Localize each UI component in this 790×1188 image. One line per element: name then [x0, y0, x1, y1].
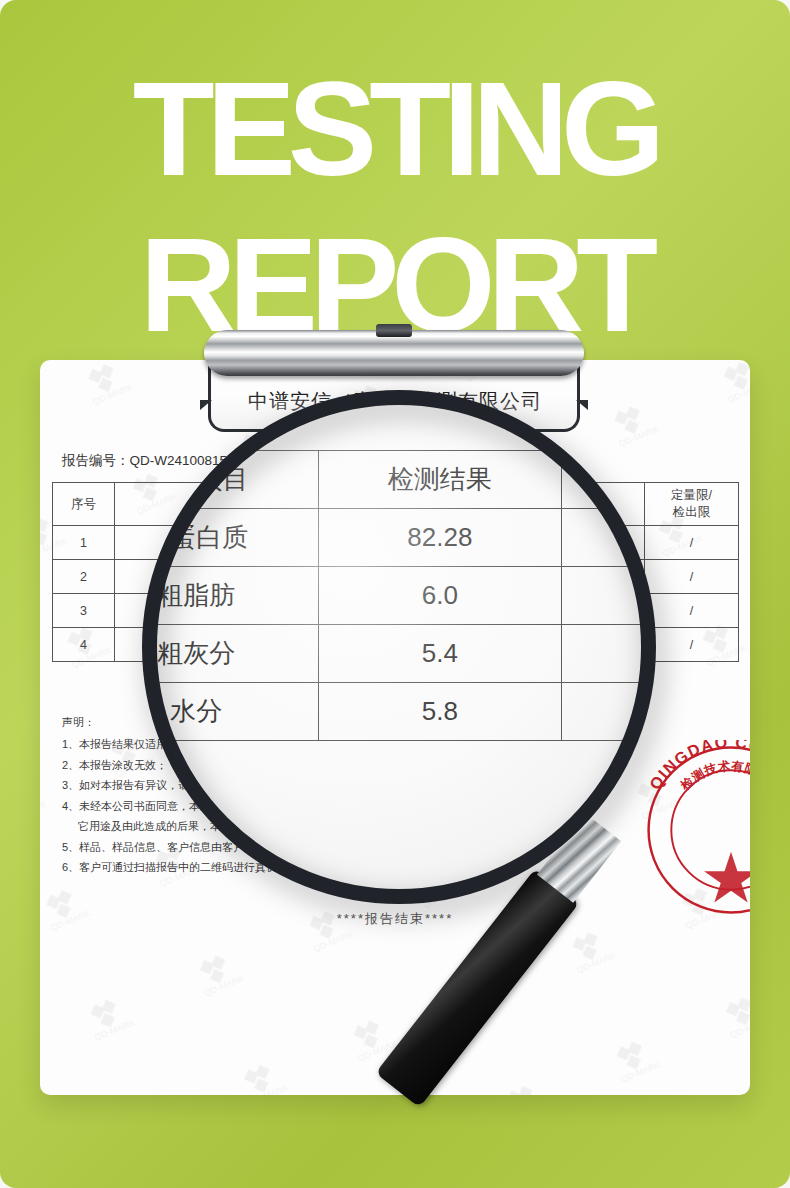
svg-text:检测技术有限公司: 检测技术有限公司 — [677, 759, 750, 794]
